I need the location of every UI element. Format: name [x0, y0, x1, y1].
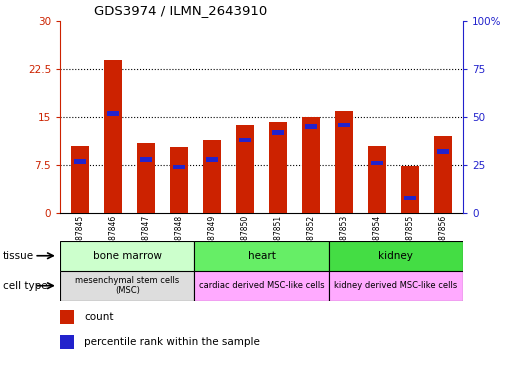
Bar [335, 111, 353, 213]
Bar [239, 138, 251, 142]
Bar [170, 147, 188, 213]
Bar [195, 241, 328, 271]
Bar [104, 60, 122, 213]
Bar [302, 117, 320, 213]
Bar [368, 146, 386, 213]
Bar [434, 136, 452, 213]
Text: heart: heart [247, 251, 276, 261]
Bar [195, 271, 328, 301]
Text: count: count [84, 312, 114, 322]
Text: GDS3974 / ILMN_2643910: GDS3974 / ILMN_2643910 [94, 4, 268, 17]
Text: cell type: cell type [3, 281, 47, 291]
Bar [269, 122, 287, 213]
Bar [236, 126, 254, 213]
Bar [305, 124, 317, 129]
Bar [140, 157, 152, 162]
Bar [401, 166, 419, 213]
Text: kidney derived MSC-like cells: kidney derived MSC-like cells [334, 281, 457, 290]
Bar [60, 241, 195, 271]
Bar [74, 159, 86, 164]
Bar [71, 146, 89, 213]
Bar [60, 310, 74, 324]
Text: percentile rank within the sample: percentile rank within the sample [84, 337, 260, 347]
Text: bone marrow: bone marrow [93, 251, 162, 261]
Bar [137, 143, 155, 213]
Bar [206, 157, 218, 162]
Bar [60, 271, 195, 301]
Bar [371, 161, 383, 166]
Bar [272, 130, 284, 135]
Text: kidney: kidney [378, 251, 413, 261]
Bar [437, 149, 449, 154]
Bar [173, 165, 185, 169]
Bar [60, 335, 74, 349]
Text: mesenchymal stem cells
(MSC): mesenchymal stem cells (MSC) [75, 276, 179, 295]
Bar [203, 139, 221, 213]
Bar [404, 195, 416, 200]
Bar [107, 111, 119, 116]
Bar [338, 122, 350, 127]
Text: tissue: tissue [3, 251, 34, 261]
Text: cardiac derived MSC-like cells: cardiac derived MSC-like cells [199, 281, 324, 290]
Bar [328, 241, 463, 271]
Bar [328, 271, 463, 301]
